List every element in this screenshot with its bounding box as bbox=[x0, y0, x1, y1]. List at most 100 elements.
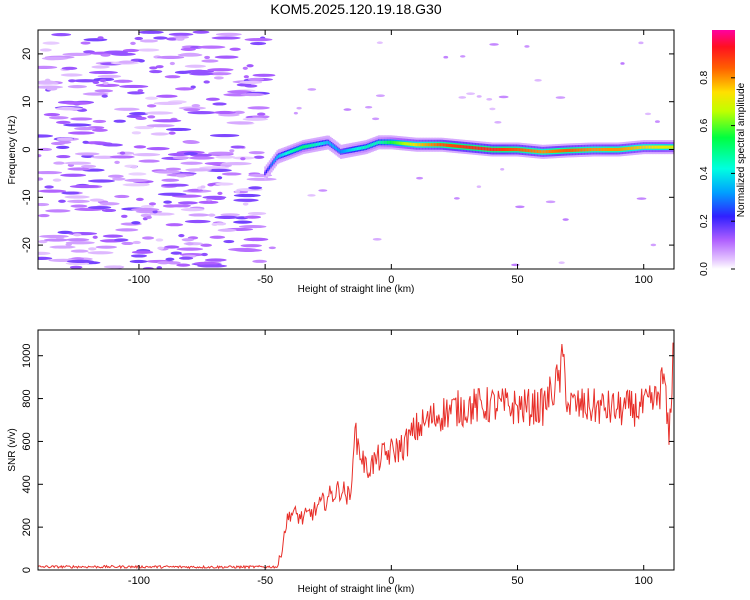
noise-speckle bbox=[207, 183, 215, 187]
noise-speckle bbox=[183, 152, 198, 156]
noise-speckle bbox=[165, 223, 184, 227]
ridge-cell bbox=[300, 146, 303, 150]
noise-speckle bbox=[147, 115, 156, 119]
snr-background bbox=[38, 330, 674, 570]
noise-speckle bbox=[193, 261, 220, 265]
noise-speckle bbox=[183, 69, 215, 74]
ridge-cell bbox=[447, 143, 450, 147]
ridge-cell bbox=[448, 143, 452, 148]
ridge-cell bbox=[389, 140, 393, 144]
noise-speckle bbox=[164, 75, 181, 79]
noise-speckle bbox=[91, 65, 110, 69]
ridge-cell bbox=[438, 143, 441, 147]
noise-speckle bbox=[169, 61, 175, 66]
ridge-cell bbox=[595, 147, 599, 152]
y-tick-label: -20 bbox=[21, 237, 33, 253]
noise-speckle bbox=[138, 159, 160, 163]
ridge-cell bbox=[283, 152, 287, 156]
noise-speckle bbox=[152, 119, 182, 123]
noise-speckle bbox=[69, 265, 83, 269]
ridge-cell bbox=[412, 142, 415, 147]
ridge-cell bbox=[670, 145, 673, 149]
ridge-cell bbox=[641, 145, 644, 149]
ridge-cell bbox=[455, 144, 458, 148]
ridge-cell bbox=[468, 145, 471, 149]
ridge-cell bbox=[380, 140, 384, 144]
noise-speckle bbox=[44, 185, 54, 189]
ridge-cell bbox=[636, 146, 639, 150]
noise-speckle bbox=[121, 214, 128, 218]
noise-speckle bbox=[130, 41, 136, 45]
noise-speckle bbox=[248, 151, 265, 155]
ridge-cell bbox=[485, 147, 488, 151]
noise-speckle bbox=[205, 97, 220, 101]
noise-speckle bbox=[38, 251, 51, 255]
noise-speckle bbox=[515, 205, 525, 209]
noise-speckle bbox=[163, 200, 172, 204]
ridge-cell bbox=[491, 147, 494, 152]
noise-speckle bbox=[122, 48, 139, 53]
noise-speckle bbox=[109, 155, 135, 159]
ridge-cell bbox=[297, 147, 300, 151]
noise-speckle bbox=[155, 65, 164, 69]
noise-speckle bbox=[38, 85, 64, 89]
ridge-cell bbox=[573, 148, 576, 152]
ridge-cell bbox=[664, 145, 667, 149]
colorbar-tick-label: 0.4 bbox=[699, 166, 710, 180]
ridge-cell bbox=[405, 142, 408, 146]
noise-speckle bbox=[167, 261, 181, 265]
ridge-cell bbox=[368, 144, 371, 148]
noise-speckle bbox=[215, 182, 234, 186]
ridge-cell bbox=[579, 148, 582, 152]
noise-speckle bbox=[92, 119, 107, 124]
ridge-cell bbox=[671, 145, 674, 149]
noise-speckle bbox=[343, 108, 352, 111]
ridge-cell bbox=[335, 146, 338, 151]
ridge-cell bbox=[435, 143, 438, 147]
noise-speckle bbox=[107, 174, 124, 178]
noise-speckle bbox=[38, 177, 44, 181]
noise-speckle bbox=[38, 240, 48, 244]
noise-speckle bbox=[63, 101, 92, 105]
noise-speckle bbox=[146, 146, 170, 151]
noise-speckle bbox=[69, 184, 99, 189]
ridge-cell bbox=[309, 144, 312, 148]
ridge-cell bbox=[420, 143, 423, 147]
ridge-cell bbox=[432, 143, 435, 147]
ridge-cell bbox=[426, 143, 429, 147]
ridge-cell bbox=[421, 143, 424, 147]
noise-speckle bbox=[476, 185, 482, 188]
ridge-cell bbox=[353, 147, 356, 151]
noise-speckle bbox=[102, 234, 124, 238]
ridge-cell bbox=[265, 169, 268, 173]
noise-speckle bbox=[134, 36, 144, 41]
ridge-cell bbox=[383, 140, 387, 144]
noise-speckle bbox=[56, 120, 71, 124]
noise-speckle bbox=[56, 145, 70, 149]
noise-speckle bbox=[223, 239, 235, 244]
noise-speckle bbox=[155, 238, 164, 242]
noise-speckle bbox=[208, 151, 234, 155]
ridge-cell bbox=[561, 149, 564, 153]
ridge-cell bbox=[477, 146, 480, 150]
noise-speckle bbox=[214, 215, 240, 219]
noise-speckle bbox=[146, 104, 157, 108]
ridge-cell bbox=[601, 147, 605, 152]
noise-speckle bbox=[185, 242, 194, 246]
noise-speckle bbox=[268, 246, 276, 250]
snr-series-line bbox=[38, 342, 674, 570]
noise-speckle bbox=[197, 45, 226, 49]
noise-speckle bbox=[68, 79, 77, 83]
ridge-cell bbox=[509, 147, 512, 152]
noise-speckle bbox=[175, 87, 195, 91]
ridge-cell bbox=[370, 143, 373, 147]
ridge-cell bbox=[277, 154, 281, 158]
ridge-cell bbox=[359, 146, 362, 150]
ridge-cell bbox=[476, 146, 479, 150]
ridge-cell bbox=[323, 141, 326, 145]
noise-speckle bbox=[364, 105, 373, 109]
noise-speckle bbox=[149, 66, 158, 70]
ridge-cell bbox=[648, 145, 652, 149]
ridge-cell bbox=[591, 147, 594, 152]
noise-speckle bbox=[644, 112, 652, 116]
